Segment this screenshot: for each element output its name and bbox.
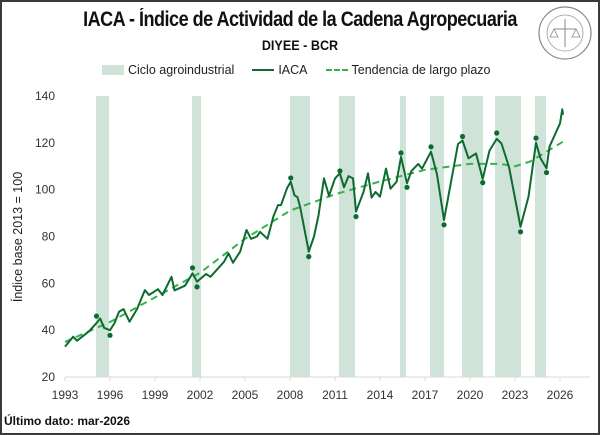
y-tick-label: 80 (42, 230, 56, 244)
turning-point-dot (353, 213, 359, 220)
chart-title: IACA - Índice de Actividad de la Cadena … (83, 8, 517, 31)
legend-item-iaca: IACA (252, 63, 308, 77)
cycle-band (290, 96, 310, 377)
y-tick-label: 120 (35, 136, 55, 150)
x-tick-label: 1996 (97, 388, 124, 402)
y-tick-label: 100 (35, 183, 55, 197)
turning-point-dot (428, 144, 434, 150)
turning-point-dot (517, 229, 524, 235)
cycle-band (462, 96, 484, 377)
chart-subtitle: DIYEE - BCR (261, 37, 339, 53)
legend: Ciclo agroindustrial IACA Tendencia de l… (102, 63, 509, 77)
dash-swatch (325, 69, 348, 71)
cycle-band (96, 96, 109, 377)
turning-point-dot (337, 168, 343, 174)
x-tick-label: 2023 (502, 388, 529, 402)
turning-point-dot (107, 332, 113, 338)
cycle-band (429, 96, 445, 377)
turning-point-dot (93, 313, 100, 319)
cycle-band (534, 96, 547, 377)
x-tick-label: 2014 (367, 388, 394, 402)
cycle-band (339, 96, 355, 377)
iaca-line (64, 108, 564, 348)
x-tick-label: 1999 (142, 388, 169, 402)
legend-label-trend: Tendencia de largo plazo (351, 63, 491, 77)
footer-last-data: Último dato: mar-2026 (4, 414, 131, 428)
turning-point-dot (306, 254, 312, 260)
y-tick-label: 140 (35, 89, 55, 103)
x-tick-label: 2017 (412, 388, 439, 402)
x-tick-label: 2008 (277, 388, 304, 402)
x-tick-label: 2005 (232, 388, 259, 402)
turning-point-dot (288, 175, 294, 181)
bcr-logo (538, 6, 592, 60)
trend-line (64, 140, 564, 343)
turning-point-dot (533, 135, 539, 141)
turning-point-dot (441, 222, 447, 228)
legend-item-trend: Tendencia de largo plazo (325, 63, 491, 77)
band-swatch (102, 65, 124, 75)
y-tick-label: 20 (42, 370, 56, 384)
y-tick-label: 60 (42, 276, 56, 290)
turning-point-dot (459, 133, 466, 140)
legend-label-iaca: IACA (278, 63, 308, 77)
turning-point-dot (194, 284, 200, 290)
legend-label-cycle: Ciclo agroindustrial (128, 63, 235, 77)
cycle-band (192, 96, 202, 377)
cycle-band (495, 96, 521, 377)
turning-point-dot (543, 169, 550, 176)
turning-point-dot (494, 130, 500, 136)
turning-point-dot (398, 150, 404, 156)
turning-point-dot (480, 180, 486, 186)
y-tick-label: 40 (42, 323, 56, 337)
x-tick-label: 2002 (187, 388, 214, 402)
turning-point-dot (404, 184, 410, 190)
legend-item-cycle: Ciclo agroindustrial (102, 63, 234, 77)
cycle-band (399, 96, 406, 377)
x-tick-label: 2020 (457, 388, 484, 402)
x-tick-label: 2011 (322, 388, 348, 402)
y-axis-label: Índice base 2013 = 100 (10, 172, 25, 302)
x-tick-label: 1993 (52, 388, 79, 402)
x-tick-label: 2026 (547, 388, 574, 402)
turning-point-dot (189, 265, 196, 271)
line-swatch (252, 69, 275, 71)
